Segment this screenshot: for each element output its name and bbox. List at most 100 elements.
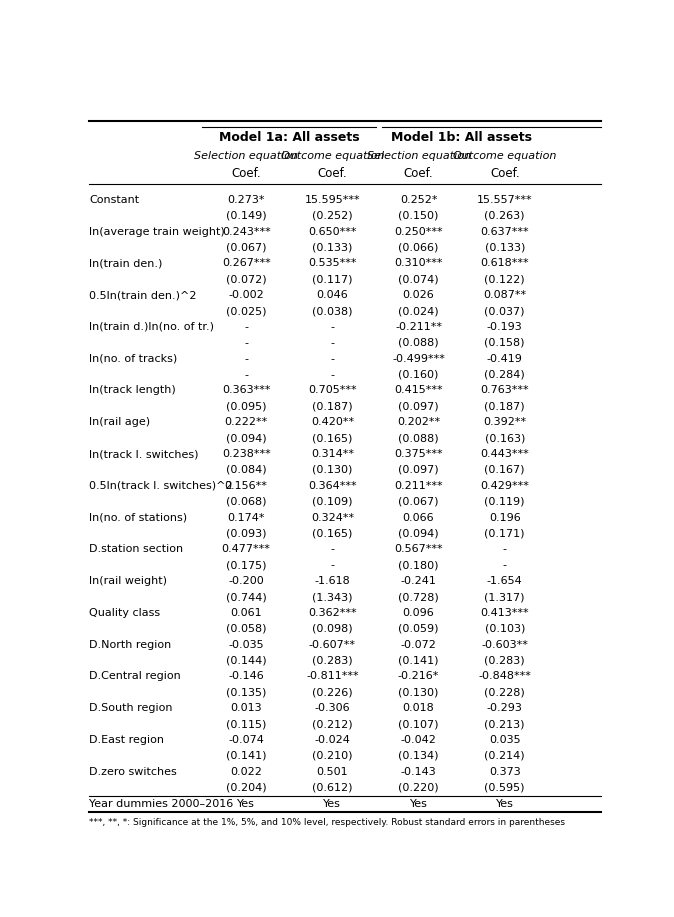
Text: 0.087**: 0.087** [483, 290, 526, 300]
Text: Outcome equation: Outcome equation [453, 151, 557, 161]
Text: (0.135): (0.135) [226, 688, 266, 697]
Text: 0.273*: 0.273* [227, 194, 265, 204]
Text: (0.180): (0.180) [398, 560, 439, 570]
Text: (0.141): (0.141) [226, 751, 266, 761]
Text: 15.557***: 15.557*** [477, 194, 532, 204]
Text: (0.728): (0.728) [398, 592, 439, 602]
Text: (0.149): (0.149) [226, 211, 266, 221]
Text: Constant: Constant [90, 194, 140, 204]
Text: Yes: Yes [410, 799, 427, 809]
Text: ln(train d.)ln(no. of tr.): ln(train d.)ln(no. of tr.) [90, 322, 214, 332]
Text: 0.535***: 0.535*** [308, 259, 357, 269]
Text: (0.228): (0.228) [485, 688, 525, 697]
Text: -: - [330, 545, 334, 555]
Text: 0.035: 0.035 [489, 735, 520, 745]
Text: -: - [330, 354, 334, 364]
Text: (0.187): (0.187) [312, 402, 353, 412]
Text: (0.263): (0.263) [485, 211, 525, 221]
Text: (0.141): (0.141) [398, 656, 439, 666]
Text: (0.103): (0.103) [485, 624, 525, 634]
Text: -0.293: -0.293 [487, 703, 522, 713]
Text: 0.061: 0.061 [231, 608, 262, 618]
Text: -0.241: -0.241 [400, 576, 437, 586]
Text: (0.088): (0.088) [398, 433, 439, 443]
Text: ln(average train weight): ln(average train weight) [90, 226, 225, 237]
Text: ln(rail weight): ln(rail weight) [90, 576, 167, 586]
Text: 0.413***: 0.413*** [481, 608, 529, 618]
Text: 0.211***: 0.211*** [394, 481, 443, 491]
Text: 0.567***: 0.567*** [394, 545, 443, 555]
Text: (0.144): (0.144) [226, 656, 266, 666]
Text: -0.042: -0.042 [400, 735, 437, 745]
Text: -0.306: -0.306 [315, 703, 350, 713]
Text: 0.429***: 0.429*** [481, 481, 529, 491]
Text: (0.038): (0.038) [312, 306, 353, 316]
Text: (0.165): (0.165) [312, 433, 353, 443]
Text: 0.310***: 0.310*** [394, 259, 443, 269]
Text: ln(rail age): ln(rail age) [90, 417, 150, 427]
Text: 0.375***: 0.375*** [394, 449, 443, 459]
Text: Selection equation: Selection equation [194, 151, 298, 161]
Text: -0.024: -0.024 [315, 735, 350, 745]
Text: -0.848***: -0.848*** [479, 671, 531, 681]
Text: 0.363***: 0.363*** [222, 385, 270, 395]
Text: (0.037): (0.037) [485, 306, 525, 316]
Text: Coef.: Coef. [404, 168, 433, 181]
Text: -0.607**: -0.607** [309, 640, 356, 649]
Text: (0.150): (0.150) [398, 211, 439, 221]
Text: (1.343): (1.343) [312, 592, 353, 602]
Text: (0.187): (0.187) [485, 402, 525, 412]
Text: (0.212): (0.212) [312, 719, 353, 729]
Text: -: - [330, 370, 334, 380]
Text: (0.094): (0.094) [226, 433, 266, 443]
Text: -0.216*: -0.216* [398, 671, 439, 681]
Text: 0.250***: 0.250*** [394, 226, 443, 237]
Text: (0.204): (0.204) [226, 783, 266, 792]
Text: -: - [503, 560, 507, 570]
Text: 0.763***: 0.763*** [481, 385, 529, 395]
Text: -0.193: -0.193 [487, 322, 522, 332]
Text: -0.072: -0.072 [400, 640, 437, 649]
Text: (0.130): (0.130) [398, 688, 439, 697]
Text: (0.094): (0.094) [398, 528, 439, 538]
Text: (0.134): (0.134) [398, 751, 439, 761]
Text: 0.238***: 0.238*** [222, 449, 270, 459]
Text: (0.068): (0.068) [226, 497, 266, 507]
Text: -0.419: -0.419 [487, 354, 522, 364]
Text: (0.025): (0.025) [226, 306, 266, 316]
Text: 0.364***: 0.364*** [308, 481, 357, 491]
Text: 0.267***: 0.267*** [222, 259, 270, 269]
Text: Selection equation: Selection equation [367, 151, 470, 161]
Text: Coef.: Coef. [317, 168, 347, 181]
Text: 0.013: 0.013 [231, 703, 262, 713]
Text: -0.811***: -0.811*** [306, 671, 359, 681]
Text: (0.252): (0.252) [312, 211, 353, 221]
Text: 15.595***: 15.595*** [305, 194, 360, 204]
Text: (0.283): (0.283) [485, 656, 525, 666]
Text: 0.637***: 0.637*** [481, 226, 529, 237]
Text: 0.443***: 0.443*** [481, 449, 529, 459]
Text: 0.196: 0.196 [489, 513, 520, 523]
Text: D.East region: D.East region [90, 735, 164, 745]
Text: 0.362***: 0.362*** [308, 608, 357, 618]
Text: ln(track length): ln(track length) [90, 385, 176, 395]
Text: Quality class: Quality class [90, 608, 160, 618]
Text: D.zero switches: D.zero switches [90, 767, 177, 777]
Text: 0.501: 0.501 [317, 767, 348, 777]
Text: (0.095): (0.095) [226, 402, 266, 412]
Text: (0.283): (0.283) [312, 656, 353, 666]
Text: -: - [330, 337, 334, 348]
Text: (0.067): (0.067) [226, 242, 266, 252]
Text: 0.5ln(track l. switches)^2: 0.5ln(track l. switches)^2 [90, 481, 233, 491]
Text: (0.284): (0.284) [485, 370, 525, 380]
Text: Yes: Yes [496, 799, 514, 809]
Text: (0.024): (0.024) [398, 306, 439, 316]
Text: -1.654: -1.654 [487, 576, 522, 586]
Text: (0.214): (0.214) [485, 751, 525, 761]
Text: Yes: Yes [324, 799, 341, 809]
Text: (0.220): (0.220) [398, 783, 439, 792]
Text: -0.200: -0.200 [228, 576, 264, 586]
Text: 0.324**: 0.324** [311, 513, 354, 523]
Text: (0.072): (0.072) [226, 274, 266, 284]
Text: Model 1a: All assets: Model 1a: All assets [218, 130, 359, 144]
